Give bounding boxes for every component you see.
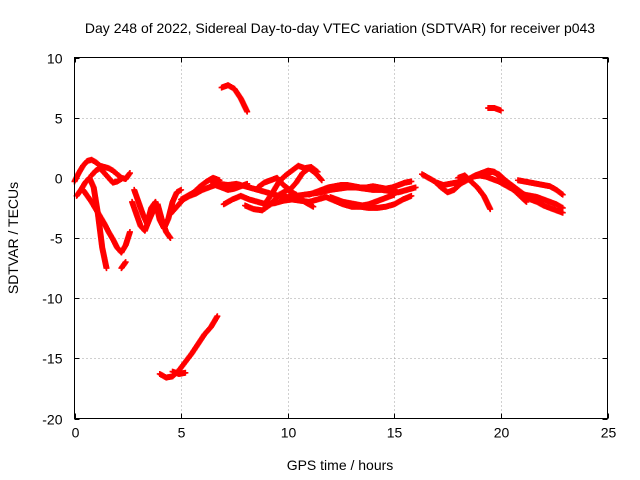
- series-arc-x: [218, 82, 251, 115]
- data-point: [559, 209, 566, 216]
- series-arc-c: [80, 186, 133, 256]
- data-point: [318, 177, 325, 184]
- x-tick-label: 25: [601, 425, 617, 441]
- series-arc-u: [514, 177, 566, 198]
- y-tick-label: -5: [50, 231, 63, 247]
- y-tick-label: -15: [42, 351, 62, 367]
- chart-title: Day 248 of 2022, Sidereal Day-to-day VTE…: [85, 20, 595, 36]
- grid: [74, 57, 608, 419]
- axis-ticks: [74, 57, 609, 420]
- series-arc-p: [327, 191, 398, 209]
- series-arc-n: [263, 162, 321, 205]
- data-point: [214, 313, 221, 320]
- y-axis-label: SDTVAR / TECUs: [5, 182, 21, 294]
- data-point: [244, 108, 251, 115]
- data-point: [310, 203, 317, 210]
- data-point: [178, 186, 185, 193]
- data-point: [126, 170, 133, 177]
- series-arc-i: [178, 174, 223, 203]
- data-point: [391, 191, 398, 198]
- data-point: [182, 369, 189, 376]
- series-arc-d: [88, 165, 125, 186]
- y-tick-label: -10: [42, 291, 62, 307]
- x-tick-label: 0: [72, 425, 80, 441]
- data-point: [559, 191, 566, 198]
- data-point: [167, 235, 174, 241]
- data-point: [408, 178, 415, 185]
- y-tick-label: 5: [55, 111, 63, 127]
- tick-labels: 0 5 10 15 20 25 -20 -15 -10 -5 0 5 10: [42, 51, 616, 441]
- x-tick-label: 20: [494, 425, 510, 441]
- series-arc-y: [485, 105, 504, 114]
- series-arc-o: [306, 178, 415, 198]
- series-arc-t: [476, 168, 566, 216]
- series-arc-l: [242, 186, 317, 214]
- x-axis-label: GPS time / hours: [287, 457, 394, 473]
- data-point: [408, 192, 415, 199]
- x-tick-label: 5: [178, 425, 186, 441]
- series-arc-v: [156, 313, 221, 381]
- y-tick-label: 10: [47, 51, 63, 67]
- data-point: [126, 228, 133, 235]
- data-points: [71, 82, 566, 381]
- x-tick-label: 15: [387, 425, 403, 441]
- plot-frame: [74, 57, 608, 419]
- y-tick-label: 0: [55, 171, 63, 187]
- y-tick-label: -20: [42, 412, 62, 428]
- series-arc-e: [118, 259, 129, 272]
- data-point: [314, 168, 321, 175]
- x-tick-label: 10: [281, 425, 297, 441]
- data-point: [497, 107, 504, 114]
- series-arc-w: [169, 368, 189, 377]
- data-point: [103, 265, 110, 272]
- data-point: [487, 206, 494, 213]
- data-point: [523, 198, 530, 205]
- series-arc-s: [455, 172, 494, 213]
- data-point: [118, 176, 125, 183]
- data-point: [122, 259, 129, 266]
- data-point: [412, 184, 419, 191]
